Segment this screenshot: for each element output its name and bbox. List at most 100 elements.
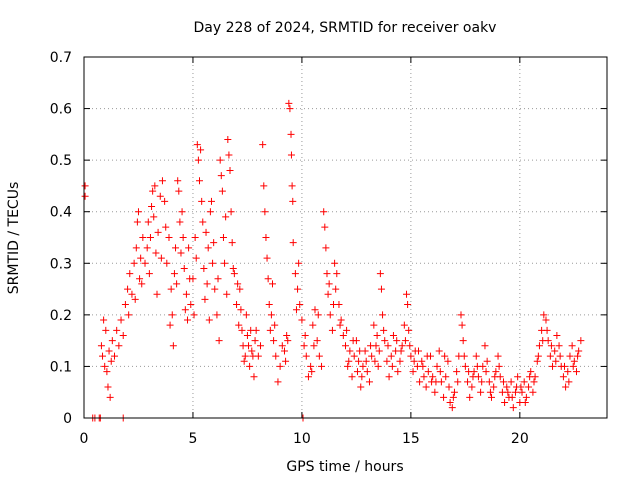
- data-point: [262, 234, 270, 241]
- data-point: [349, 337, 357, 345]
- data-point: [215, 337, 223, 345]
- data-point: [304, 373, 312, 381]
- data-point: [162, 223, 170, 231]
- data-point: [383, 357, 391, 365]
- data-point: [195, 177, 203, 185]
- data-point: [100, 316, 108, 324]
- data-point: [520, 378, 528, 386]
- data-point: [359, 362, 367, 370]
- data-point: [507, 378, 515, 386]
- data-point: [137, 254, 145, 262]
- data-point: [219, 234, 227, 241]
- x-tick-label: 15: [402, 431, 420, 447]
- data-point: [227, 208, 235, 216]
- data-point: [400, 321, 408, 329]
- data-point: [363, 368, 371, 376]
- data-point: [446, 399, 454, 407]
- data-point: [236, 285, 244, 293]
- data-point: [562, 383, 570, 391]
- data-point: [564, 368, 572, 376]
- data-point: [577, 337, 585, 345]
- data-point: [307, 362, 315, 370]
- data-point: [499, 378, 507, 386]
- data-point: [190, 311, 198, 319]
- data-point: [368, 352, 376, 360]
- data-point: [324, 290, 332, 298]
- data-point: [348, 373, 356, 381]
- y-tick-label: 0.2: [50, 308, 72, 324]
- data-point: [380, 326, 388, 334]
- data-point: [266, 326, 274, 334]
- data-point: [177, 249, 185, 257]
- data-point: [280, 347, 288, 355]
- data-point: [235, 321, 243, 329]
- data-point: [448, 404, 456, 412]
- data-point: [237, 306, 245, 314]
- data-point: [315, 352, 323, 360]
- data-point: [202, 228, 210, 236]
- data-point: [453, 368, 461, 376]
- data-point: [526, 373, 534, 381]
- data-point: [325, 280, 333, 288]
- data-point: [175, 187, 183, 195]
- data-point: [229, 264, 237, 272]
- data-point: [551, 347, 559, 355]
- data-point: [313, 337, 321, 345]
- data-point: [540, 311, 548, 319]
- data-point: [234, 280, 242, 288]
- data-point: [393, 337, 401, 345]
- data-point: [322, 244, 330, 252]
- data-point: [132, 244, 140, 252]
- data-point: [533, 357, 541, 365]
- data-point: [415, 347, 423, 355]
- data-point: [144, 218, 152, 226]
- data-point: [300, 342, 308, 350]
- data-point: [145, 270, 153, 278]
- data-point: [170, 270, 178, 278]
- data-point: [419, 362, 427, 370]
- data-point: [483, 357, 491, 365]
- data-point: [407, 352, 415, 360]
- y-axis-label: SRMTID / TECUs: [6, 182, 22, 295]
- data-point: [442, 373, 450, 381]
- data-point: [278, 342, 286, 350]
- data-point: [346, 347, 354, 355]
- data-point: [169, 342, 177, 350]
- data-point: [495, 362, 503, 370]
- data-point: [356, 347, 364, 355]
- y-tick-label: 0.7: [50, 50, 72, 66]
- data-point: [406, 342, 414, 350]
- data-point: [501, 399, 509, 407]
- data-point: [296, 301, 304, 309]
- data-point: [105, 347, 113, 355]
- y-tick-label: 0.1: [50, 359, 72, 375]
- data-point: [357, 383, 365, 391]
- data-point: [525, 383, 533, 391]
- data-point: [333, 270, 341, 278]
- data-point: [243, 331, 251, 339]
- data-point: [181, 306, 189, 314]
- data-point: [481, 342, 489, 350]
- data-point: [194, 156, 202, 164]
- data-point: [556, 352, 564, 360]
- data-point: [288, 182, 296, 190]
- data-point: [375, 347, 383, 355]
- data-point: [285, 99, 293, 107]
- data-point: [148, 203, 156, 211]
- data-point: [433, 362, 441, 370]
- data-point: [492, 368, 500, 376]
- data-point: [440, 393, 448, 401]
- data-point: [461, 362, 469, 370]
- data-point: [568, 342, 576, 350]
- data-point: [238, 326, 246, 334]
- data-point: [530, 378, 538, 386]
- x-tick-label: 0: [80, 431, 89, 447]
- data-point: [221, 259, 229, 267]
- data-point: [534, 352, 542, 360]
- data-point: [527, 368, 535, 376]
- data-point: [152, 249, 160, 257]
- data-point: [436, 368, 444, 376]
- x-tick-label: 5: [188, 431, 197, 447]
- data-point: [245, 342, 253, 350]
